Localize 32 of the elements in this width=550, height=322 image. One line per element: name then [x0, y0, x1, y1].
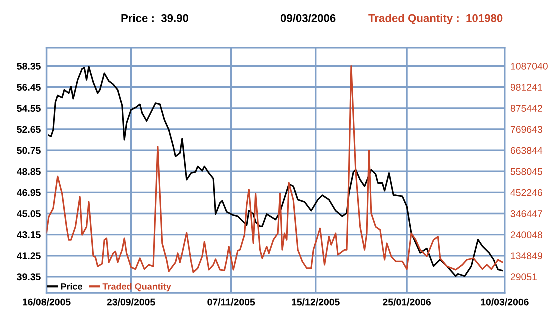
y2-tick-label: 134849	[511, 252, 542, 260]
y2-tick-label: 981241	[510, 84, 542, 91]
y-tick-label: 52.65	[17, 126, 41, 134]
y-tick-label: 58.35	[17, 63, 41, 70]
x-tick-label: 10/03/2006	[481, 298, 529, 306]
text: 09/03/2006	[280, 14, 336, 22]
y2-tick-label: 875442	[510, 105, 542, 112]
y2-tick-label: 452246	[510, 189, 542, 196]
y-tick-label: 48.85	[17, 168, 41, 176]
text: Traded Quantity : 101980	[368, 14, 503, 24]
y-tick-label: 43.15	[17, 232, 41, 238]
x-tick-label: 15/12/2005	[292, 298, 340, 306]
x-tick-label: 23/09/2005	[107, 298, 156, 306]
y2-tick-label: 663844	[510, 147, 543, 154]
y-tick-label: 41.25	[17, 252, 41, 260]
x-tick-label: 07/11/2005	[208, 298, 256, 306]
y2-tick-label: 769643	[510, 126, 542, 134]
y-tick-label: 54.55	[17, 105, 41, 112]
text: Price	[61, 283, 83, 290]
y-tick-label: 39.35	[17, 274, 41, 281]
y-tick-label: 56.45	[17, 84, 41, 91]
y2-tick-label: 558045	[510, 168, 542, 176]
x-tick-label: 25/01/2006	[383, 298, 432, 306]
y-tick-label: 45.05	[17, 210, 41, 218]
y2-tick-label: 346447	[510, 210, 542, 218]
text: Price : 39.90	[122, 14, 188, 22]
y2-tick-label: 1087040	[511, 63, 548, 70]
y2-tick-label: 29051	[510, 274, 538, 281]
y2-tick-label: 240048	[510, 232, 542, 239]
y-tick-label: 46.95	[17, 189, 41, 196]
x-tick-label: 16/08/2005	[23, 298, 71, 306]
y-tick-label: 50.75	[17, 147, 41, 154]
